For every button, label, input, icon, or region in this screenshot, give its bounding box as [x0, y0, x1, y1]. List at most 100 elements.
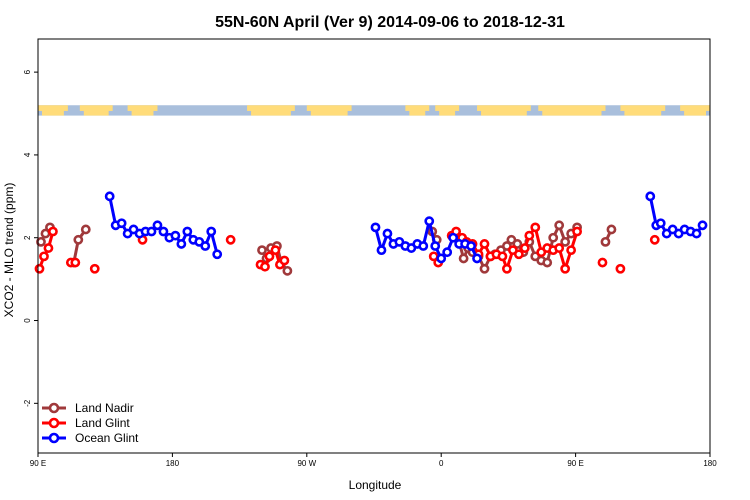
map-land: [251, 109, 291, 116]
data-point: [146, 226, 157, 237]
x-axis-label: Longitude: [349, 478, 402, 492]
data-point: [182, 226, 193, 237]
data-point: [80, 224, 91, 235]
data-point: [548, 232, 559, 243]
data-point: [104, 191, 115, 202]
data-point: [39, 251, 49, 262]
data-point: [152, 220, 163, 231]
map-land: [620, 105, 666, 111]
data-point: [502, 263, 512, 274]
data-point: [458, 253, 469, 264]
data-point: [436, 253, 447, 264]
data-point: [600, 236, 611, 247]
data-point: [264, 251, 275, 262]
legend-label: Land Glint: [75, 416, 130, 430]
data-point: [530, 222, 541, 233]
data-point: [645, 191, 656, 202]
y-tick-label: 6: [23, 69, 32, 74]
data-point: [34, 263, 45, 274]
data-point: [212, 249, 223, 260]
series-ocean-glint: [104, 191, 708, 264]
map-land: [435, 105, 460, 111]
data-point: [554, 243, 565, 253]
map-land: [38, 105, 68, 111]
data-point: [176, 239, 187, 249]
data-point: [542, 257, 553, 268]
data-point: [697, 220, 708, 231]
map-land: [42, 109, 64, 116]
x-tick-label: 90 E: [567, 459, 583, 468]
data-point: [279, 255, 290, 266]
plot-area: [34, 191, 708, 276]
map-land: [684, 109, 706, 116]
data-point: [260, 261, 270, 272]
map-land: [624, 109, 662, 116]
y-axis: -2 0 2 4 6: [23, 69, 38, 407]
map-land: [306, 105, 352, 111]
map-land: [542, 109, 602, 116]
y-tick-label: 4: [23, 152, 32, 157]
data-point: [270, 245, 281, 256]
map-land: [409, 109, 426, 116]
data-point: [376, 245, 387, 256]
data-point: [43, 243, 54, 253]
data-point: [554, 220, 565, 231]
data-point: [73, 234, 84, 245]
data-point: [448, 232, 459, 243]
legend-marker: [48, 417, 60, 429]
data-point: [560, 236, 571, 247]
data-point: [282, 265, 293, 276]
y-tick-label: 0: [23, 318, 32, 323]
map-ocean: [38, 105, 710, 116]
x-axis: 90 E 180 90 W 0 90 E 180: [30, 453, 717, 468]
data-point: [519, 243, 530, 253]
data-point: [597, 257, 608, 268]
legend-label: Land Nadir: [75, 401, 134, 415]
data-point: [479, 239, 490, 249]
data-point: [649, 234, 660, 245]
data-point: [572, 226, 582, 237]
legend-marker: [48, 432, 60, 444]
data-point: [472, 253, 482, 264]
chart-title: 55N-60N April (Ver 9) 2014-09-06 to 2018…: [215, 14, 565, 31]
map-land: [79, 105, 113, 111]
data-point: [200, 241, 211, 251]
data-point: [48, 226, 58, 237]
data-point: [382, 228, 393, 239]
map-land: [247, 105, 295, 111]
data-point: [655, 218, 666, 229]
y-axis-label: XCO2 - MLO trend (ppm): [2, 183, 16, 318]
x-tick-label: 0: [439, 459, 444, 468]
data-point: [560, 263, 571, 274]
x-tick-label: 90 W: [297, 459, 316, 468]
map-land: [131, 109, 154, 116]
map-land: [477, 105, 531, 111]
data-point: [524, 230, 535, 241]
data-point: [424, 216, 435, 227]
data-point: [615, 263, 626, 274]
y-tick-label: 2: [23, 235, 32, 240]
data-point: [89, 263, 100, 274]
data-point: [513, 249, 524, 260]
data-point: [257, 245, 267, 256]
data-point: [36, 236, 46, 247]
x-tick-label: 180: [703, 459, 717, 468]
data-point: [479, 263, 490, 274]
map-land: [481, 109, 527, 116]
data-point: [370, 222, 381, 233]
map-land: [439, 109, 456, 116]
x-tick-label: 90 E: [30, 459, 46, 468]
data-point: [466, 241, 476, 251]
data-point: [691, 228, 702, 239]
world-map-strip: [38, 105, 710, 116]
map-land: [127, 105, 158, 111]
data-point: [116, 218, 127, 229]
data-point: [497, 251, 508, 262]
map-land: [538, 105, 606, 111]
y-tick-label: -2: [23, 399, 32, 407]
data-point: [512, 239, 523, 249]
data-point: [206, 226, 217, 237]
data-point: [442, 247, 453, 258]
legend-marker: [48, 402, 60, 414]
